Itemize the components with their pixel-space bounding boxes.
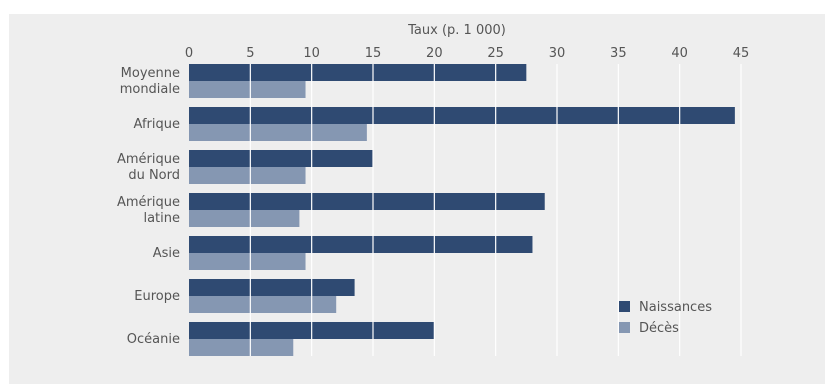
x-tick-label: 15 bbox=[365, 46, 382, 61]
category-label: latine bbox=[143, 211, 180, 226]
category-label: Afrique bbox=[134, 117, 180, 132]
bar-chart: Taux (p. 1 000) 0 5 10 15 20 25 30 35 40 45 Moyen… bbox=[117, 23, 749, 356]
bar-deces bbox=[189, 167, 306, 184]
category-label: Amérique bbox=[117, 195, 180, 210]
category-label: Moyenne bbox=[121, 66, 180, 81]
category-label: Amérique bbox=[117, 152, 180, 167]
category-label: mondiale bbox=[120, 82, 180, 97]
legend-label: Décès bbox=[639, 321, 679, 336]
x-tick-label: 0 bbox=[185, 46, 193, 61]
x-axis-ticks: 0 5 10 15 20 25 30 35 40 45 bbox=[185, 46, 749, 61]
category-label: Europe bbox=[134, 289, 180, 304]
bar-deces bbox=[189, 210, 300, 227]
category-label: du Nord bbox=[128, 168, 180, 183]
bars bbox=[189, 64, 735, 356]
bar-naissances bbox=[189, 236, 533, 253]
x-axis-title: Taux (p. 1 000) bbox=[407, 23, 506, 38]
x-tick-label: 20 bbox=[426, 46, 443, 61]
x-tick-label: 10 bbox=[303, 46, 320, 61]
legend-label: Naissances bbox=[639, 300, 712, 315]
bar-deces bbox=[189, 296, 337, 313]
bar-naissances bbox=[189, 64, 527, 81]
x-tick-label: 35 bbox=[610, 46, 627, 61]
bar-naissances bbox=[189, 193, 545, 210]
x-tick-label: 45 bbox=[733, 46, 750, 61]
bar-naissances bbox=[189, 150, 373, 167]
x-tick-label: 5 bbox=[246, 46, 254, 61]
bar-deces bbox=[189, 339, 294, 356]
bar-deces bbox=[189, 81, 306, 98]
bar-deces bbox=[189, 253, 306, 270]
legend-swatch bbox=[619, 301, 630, 312]
legend-swatch bbox=[619, 322, 630, 333]
category-label: Océanie bbox=[127, 332, 180, 347]
legend: Naissances Décès bbox=[619, 300, 712, 336]
x-tick-label: 40 bbox=[671, 46, 688, 61]
x-tick-label: 30 bbox=[549, 46, 566, 61]
bar-naissances bbox=[189, 279, 355, 296]
grid-lines bbox=[249, 64, 742, 356]
x-tick-label: 25 bbox=[487, 46, 504, 61]
category-label: Asie bbox=[153, 246, 180, 261]
bar-naissances bbox=[189, 107, 735, 124]
bar-deces bbox=[189, 124, 367, 141]
chart-panel: Taux (p. 1 000) 0 5 10 15 20 25 30 35 40 45 Moyen… bbox=[9, 14, 825, 384]
